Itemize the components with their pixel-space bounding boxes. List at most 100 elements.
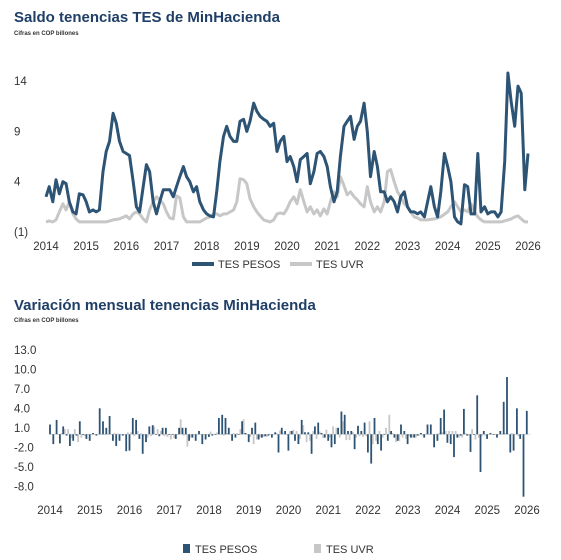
- bar: [381, 434, 384, 438]
- bar: [360, 431, 363, 435]
- bar: [433, 434, 435, 448]
- bar: [337, 427, 339, 435]
- bar: [125, 434, 128, 452]
- bar: [229, 434, 232, 435]
- bar: [514, 433, 517, 435]
- bar: [333, 434, 336, 445]
- bar: [65, 434, 68, 436]
- bar: [102, 421, 104, 435]
- bar: [161, 427, 164, 435]
- y-tick-label: 10.0: [14, 364, 36, 376]
- bar: [231, 434, 233, 441]
- x-tick-label: 2024: [435, 505, 461, 517]
- x-tick-label: 2019: [236, 505, 262, 517]
- bar: [85, 434, 88, 439]
- bar: [140, 433, 142, 435]
- bar: [88, 434, 91, 441]
- bar: [482, 431, 485, 435]
- bar: [352, 432, 354, 435]
- bar: [214, 434, 217, 435]
- bar: [171, 434, 174, 435]
- bar: [297, 434, 300, 445]
- x-tick-label: 2015: [77, 505, 103, 517]
- bar: [431, 434, 434, 435]
- bar: [332, 426, 334, 435]
- bar: [67, 429, 69, 435]
- bar: [287, 434, 290, 451]
- bar: [173, 434, 175, 439]
- bar: [312, 431, 315, 435]
- bar: [196, 434, 199, 435]
- bar: [512, 434, 515, 451]
- bar: [92, 433, 94, 435]
- bar: [257, 434, 260, 440]
- bar: [267, 434, 270, 436]
- bar: [414, 434, 417, 438]
- bar: [146, 434, 149, 438]
- bar: [463, 408, 465, 435]
- x-tick-label: 2014: [33, 241, 59, 253]
- bar: [479, 434, 482, 472]
- bar: [232, 433, 235, 435]
- bar: [72, 434, 75, 441]
- bar: [448, 431, 450, 435]
- bar: [262, 434, 265, 437]
- bar: [376, 434, 379, 445]
- x-tick-label: 2016: [114, 241, 140, 253]
- bar: [274, 432, 277, 435]
- bar: [188, 434, 190, 441]
- x-tick-label: 2024: [435, 241, 461, 253]
- bar: [133, 434, 136, 437]
- bar: [130, 432, 132, 435]
- bar: [62, 426, 65, 435]
- x-tick-label: 2023: [395, 505, 421, 517]
- legend-label: TES UVR: [316, 259, 364, 271]
- bar: [256, 434, 258, 440]
- bar: [509, 434, 512, 453]
- bar: [77, 434, 79, 443]
- bar: [411, 434, 414, 438]
- bar: [241, 421, 243, 435]
- x-tick-label: 2020: [276, 505, 302, 517]
- bar: [469, 434, 472, 452]
- bar: [391, 433, 394, 435]
- bar: [342, 421, 344, 435]
- bar: [80, 434, 83, 438]
- bar: [279, 430, 281, 435]
- bar: [275, 433, 278, 435]
- x-tick-label: 2019: [234, 241, 260, 253]
- bar: [234, 434, 237, 438]
- bar: [204, 434, 207, 440]
- bar: [373, 418, 376, 435]
- bar: [476, 395, 479, 435]
- bar: [54, 433, 56, 435]
- y-tick-label: -8.0: [14, 481, 34, 493]
- bar: [406, 434, 409, 445]
- bar: [165, 427, 167, 435]
- bar: [155, 434, 157, 435]
- bar: [242, 419, 245, 435]
- bar: [246, 434, 248, 435]
- bar: [410, 434, 412, 438]
- bar: [226, 433, 228, 435]
- bar: [439, 418, 442, 435]
- bar: [492, 434, 495, 435]
- bar: [115, 434, 118, 446]
- y-tick-label: -2.0: [14, 442, 34, 454]
- legend-label: TES PESOS: [218, 259, 280, 271]
- bar: [198, 431, 200, 435]
- x-tick-label: 2018: [196, 505, 222, 517]
- bar: [166, 434, 169, 437]
- bar: [383, 434, 386, 435]
- bar: [284, 431, 286, 435]
- bar: [169, 434, 172, 440]
- bar: [93, 434, 96, 435]
- bar: [524, 434, 526, 435]
- bar: [299, 434, 301, 439]
- bar: [471, 429, 473, 435]
- bar: [69, 434, 71, 446]
- bar: [451, 431, 454, 435]
- chart-title: Saldo tenencias TES de MinHacienda: [14, 9, 280, 26]
- bar: [302, 425, 305, 435]
- bar: [300, 419, 303, 435]
